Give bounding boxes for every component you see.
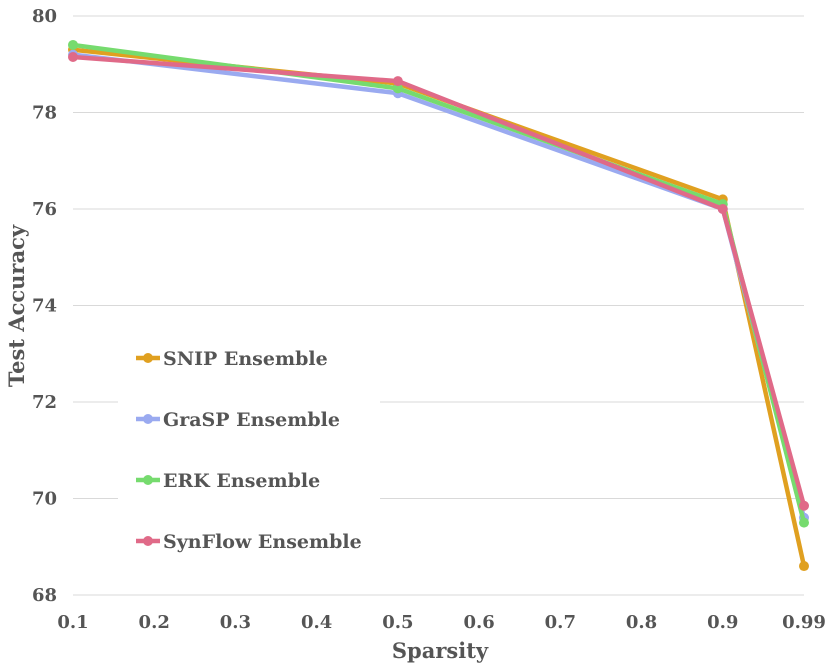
legend-marker xyxy=(143,414,153,424)
legend-label: GraSP Ensemble xyxy=(163,409,340,431)
y-tick-label: 76 xyxy=(32,199,57,220)
series-lines xyxy=(68,39,809,572)
legend-label: SNIP Ensemble xyxy=(163,348,328,370)
x-tick-label: 0.8 xyxy=(626,612,657,633)
x-tick-label: 0.5 xyxy=(382,612,413,633)
y-tick-label: 78 xyxy=(32,103,57,124)
x-tick-label: 0.9 xyxy=(707,612,738,633)
y-axis-ticks: 68 70 72 74 76 78 80 xyxy=(32,6,57,606)
legend-marker xyxy=(143,536,153,546)
legend-marker xyxy=(143,475,153,485)
legend-item: SNIP Ensemble xyxy=(136,348,328,370)
data-point xyxy=(799,561,809,572)
series-line xyxy=(72,54,807,507)
y-tick-label: 68 xyxy=(32,585,57,606)
legend-item: SynFlow Ensemble xyxy=(136,531,362,553)
x-tick-label: 0.99 xyxy=(782,612,826,633)
x-tick-label: 0.7 xyxy=(545,612,576,633)
data-point xyxy=(392,76,403,87)
data-point xyxy=(68,39,78,50)
y-tick-label: 74 xyxy=(32,296,57,317)
legend-marker xyxy=(143,353,153,363)
legend-item: ERK Ensemble xyxy=(136,470,320,492)
series-synflow-ensemble xyxy=(68,52,809,511)
y-tick-label: 72 xyxy=(32,392,57,413)
data-point xyxy=(717,204,728,214)
data-point xyxy=(799,517,809,528)
x-axis-title: Sparsity xyxy=(392,638,489,663)
y-axis-title: Test Accuracy xyxy=(4,224,29,387)
data-point xyxy=(392,83,403,94)
x-axis-ticks: 0.1 0.2 0.3 0.4 0.5 0.6 0.7 0.8 0.9 0.99 xyxy=(57,612,826,633)
x-tick-label: 0.4 xyxy=(301,612,332,633)
y-tick-label: 80 xyxy=(32,6,57,27)
y-tick-label: 70 xyxy=(32,489,57,510)
legend: SNIP Ensemble GraSP Ensemble ERK Ensemble S… xyxy=(118,318,380,578)
data-point xyxy=(68,52,78,63)
legend-item: GraSP Ensemble xyxy=(136,409,340,431)
x-tick-label: 0.2 xyxy=(139,612,170,633)
x-tick-label: 0.3 xyxy=(220,612,251,633)
x-tick-label: 0.6 xyxy=(463,612,494,633)
legend-label: SynFlow Ensemble xyxy=(163,531,362,553)
x-tick-label: 0.1 xyxy=(57,612,88,633)
legend-label: ERK Ensemble xyxy=(163,470,320,492)
legend-box xyxy=(118,318,380,578)
data-point xyxy=(799,500,809,511)
